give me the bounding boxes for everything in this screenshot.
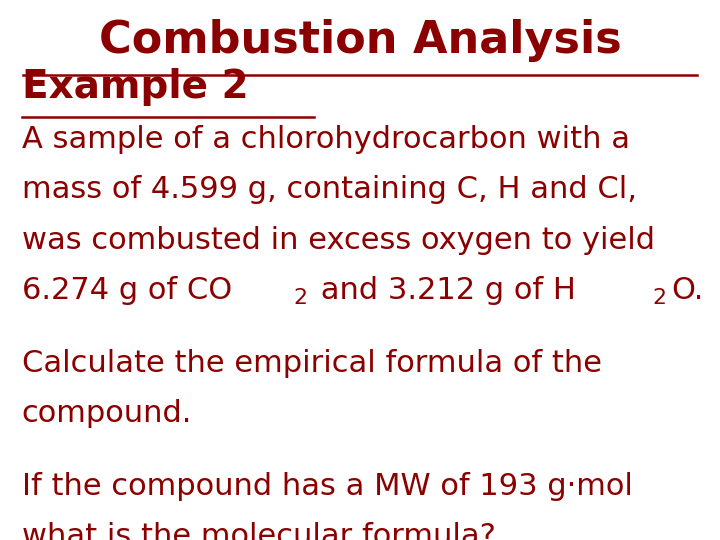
Text: was combusted in excess oxygen to yield: was combusted in excess oxygen to yield (22, 226, 654, 255)
Text: O.: O. (671, 276, 703, 305)
Text: A sample of a chlorohydrocarbon with a: A sample of a chlorohydrocarbon with a (22, 125, 629, 154)
Text: what is the molecular formula?: what is the molecular formula? (22, 522, 495, 540)
Text: 2: 2 (653, 288, 667, 308)
Text: mass of 4.599 g, containing C, H and Cl,: mass of 4.599 g, containing C, H and Cl, (22, 176, 636, 205)
Text: compound.: compound. (22, 399, 192, 428)
Text: If the compound has a MW of 193 g·mol: If the compound has a MW of 193 g·mol (22, 472, 632, 501)
Text: 2: 2 (293, 288, 307, 308)
Text: 6.274 g of CO: 6.274 g of CO (22, 276, 232, 305)
Text: Combustion Analysis: Combustion Analysis (99, 19, 621, 62)
Text: Calculate the empirical formula of the: Calculate the empirical formula of the (22, 349, 602, 378)
Text: and 3.212 g of H: and 3.212 g of H (311, 276, 576, 305)
Text: Example 2: Example 2 (22, 68, 248, 105)
